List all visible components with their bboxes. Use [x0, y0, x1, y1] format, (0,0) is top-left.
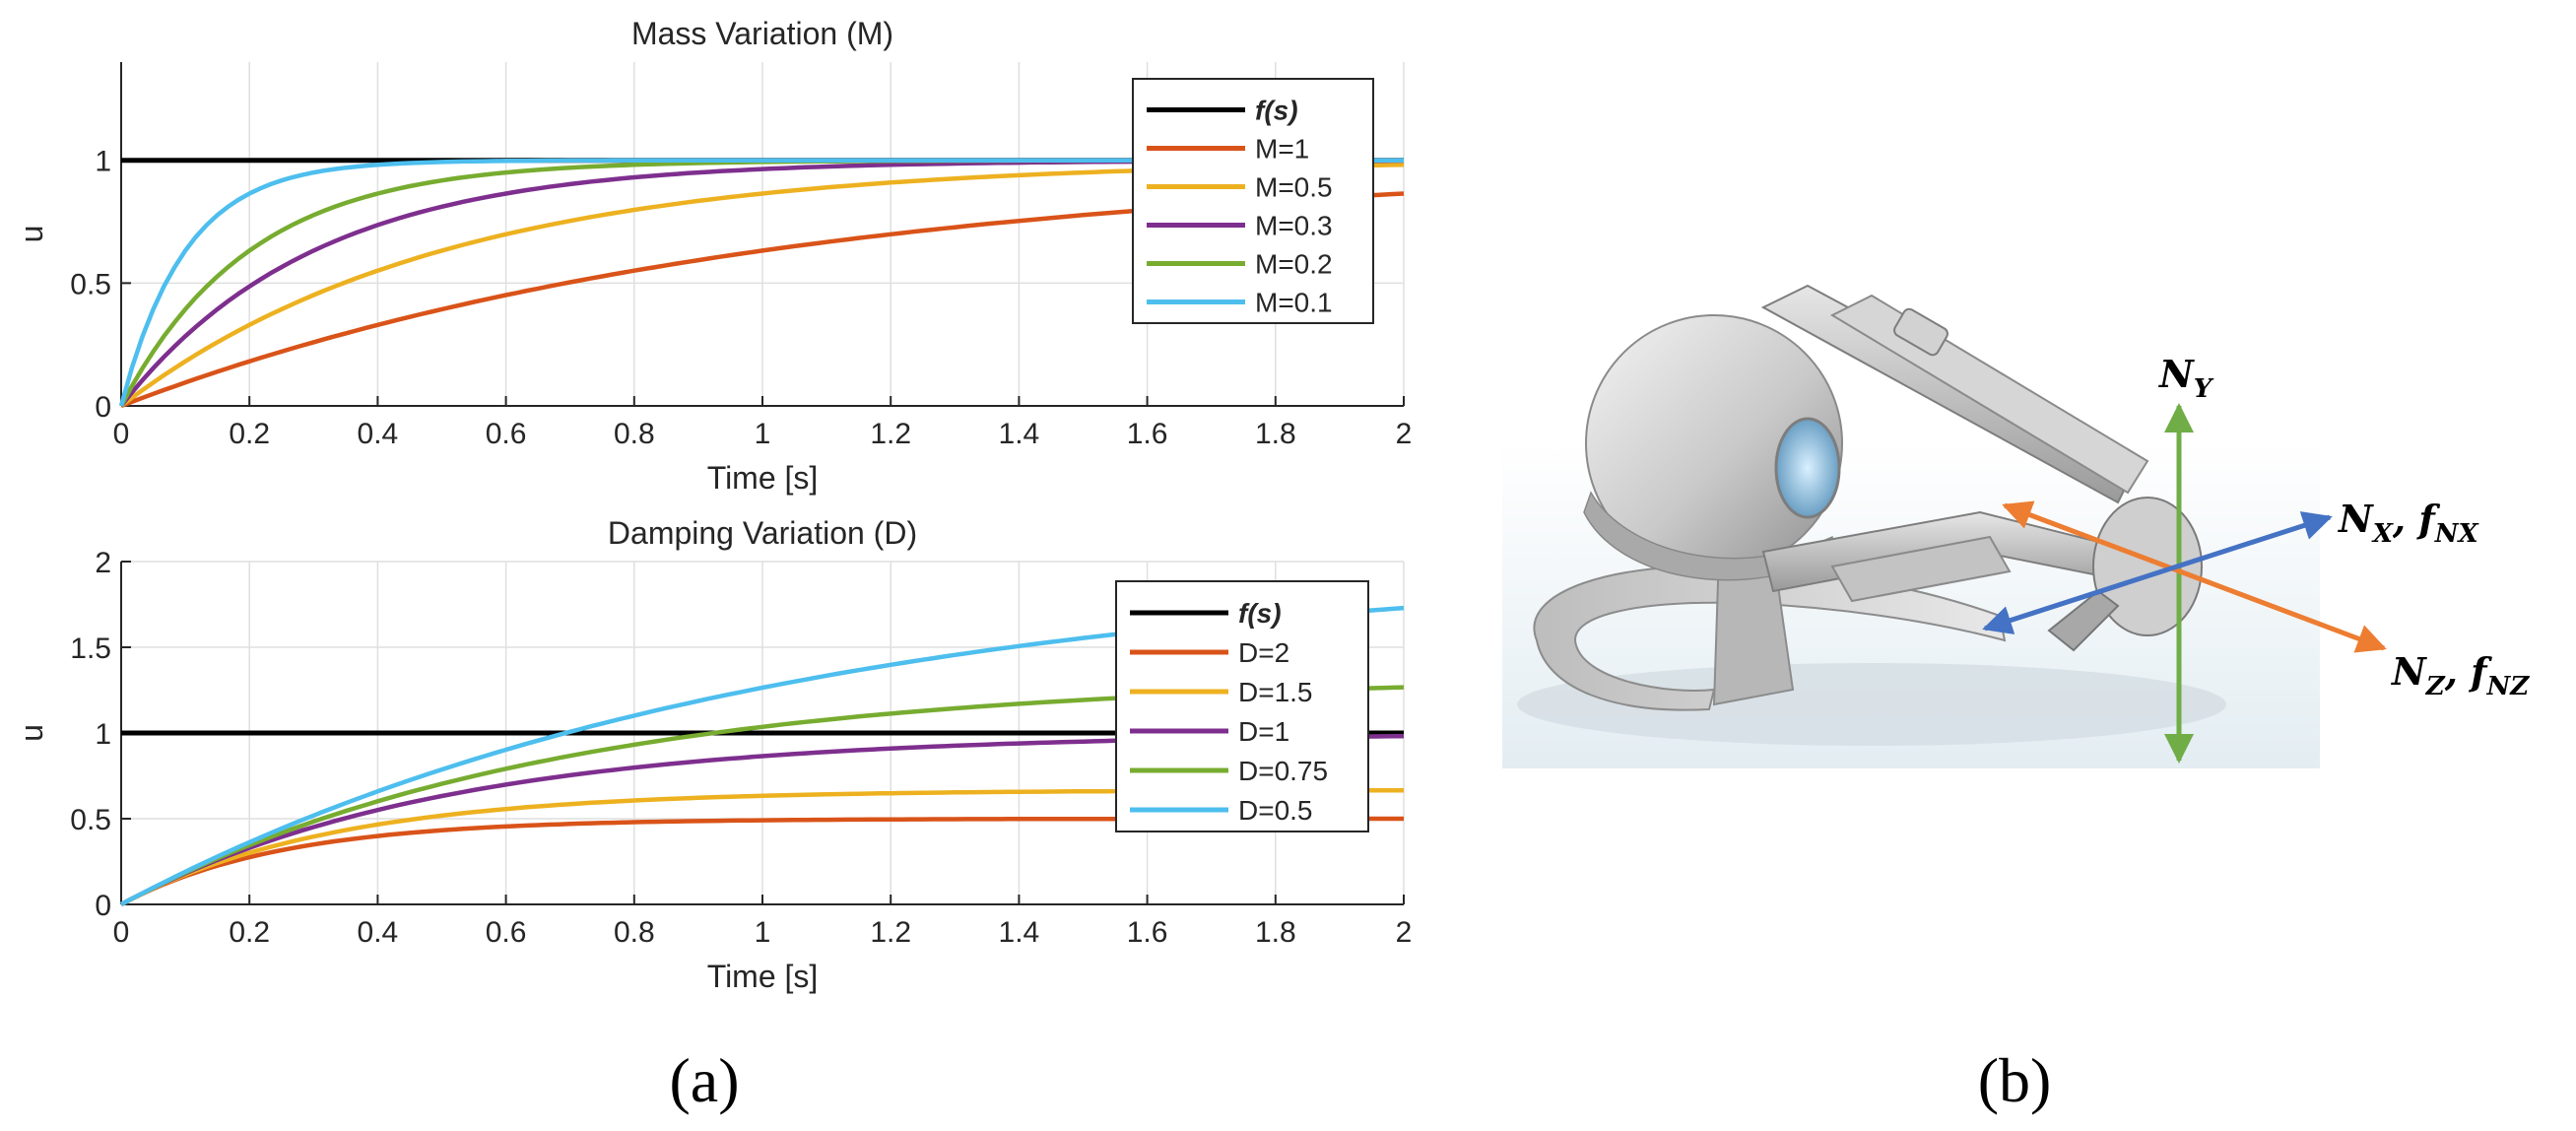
device-joint-top	[1893, 307, 1949, 357]
x-tick-label: 0.6	[486, 916, 527, 949]
x-axis-label: Time [s]	[707, 959, 819, 994]
x-tick-label: 2	[1396, 916, 1413, 949]
x-tick-label: 0.4	[358, 916, 399, 949]
panel-a-label: (a)	[669, 1045, 739, 1115]
device-screen	[1774, 417, 1841, 519]
x-tick-label: 0.8	[614, 418, 655, 450]
legend-entry: M=0.1	[1255, 288, 1333, 318]
legend-entry: M=1	[1255, 134, 1309, 165]
mass-variation-chart: 0 0.2 0.4 0.6 0.8 1 1.2 1.4 1.6 1.8 2 0 0.5 1 Mass Var…	[14, 16, 1412, 496]
legend-entry: D=2	[1238, 637, 1289, 668]
x-tick-label: 0.2	[229, 916, 270, 949]
legend-entry: D=1	[1238, 716, 1289, 747]
y-axis-label: u	[14, 724, 49, 742]
x-tick-label: 1.4	[999, 418, 1040, 450]
x-tick-label: 1.2	[870, 916, 911, 949]
y-axis-label: u	[14, 226, 49, 243]
x-axis-label: Time [s]	[707, 460, 819, 496]
x-tick-label: 1.6	[1127, 418, 1168, 450]
x-tick-label: 1.8	[1255, 418, 1296, 450]
y-tick-label: 1	[95, 146, 111, 178]
panel-b-label: (b)	[1978, 1045, 2052, 1115]
x-tick-label: 0.6	[486, 418, 527, 450]
legend-entry: M=0.5	[1255, 172, 1333, 203]
y-tick-label: 0.5	[70, 268, 111, 300]
haptic-device-illustration: NY NX, fNX NZ, fNZ	[1502, 284, 2530, 768]
legend-entry: D=0.75	[1238, 756, 1328, 786]
legend-box	[1132, 78, 1374, 324]
x-tick-label: 1.4	[999, 916, 1040, 949]
y-tick-label: 1.5	[70, 632, 111, 665]
legend-entry: D=1.5	[1238, 677, 1313, 707]
x-tick-label: 1	[755, 418, 771, 450]
y-tick-label: 0.5	[70, 804, 111, 836]
x-tick-label: 1.8	[1255, 916, 1296, 949]
x-tick-label: 1.2	[870, 418, 911, 450]
x-tick-label: 0.4	[358, 418, 399, 450]
x-tick-label: 0	[113, 418, 130, 450]
x-tick-label: 0	[113, 916, 130, 949]
legend-entry: M=0.2	[1255, 249, 1333, 280]
axis-label-x: NX, fNX	[2338, 497, 2480, 549]
device-upper-link-2	[1829, 294, 2149, 495]
x-tick-label: 1.6	[1127, 916, 1168, 949]
y-tick-label: 2	[95, 547, 111, 579]
chart-title: Mass Variation (M)	[631, 16, 893, 51]
legend-box	[1115, 580, 1369, 832]
x-tick-label: 2	[1396, 418, 1413, 450]
legend-entry: M=0.3	[1255, 211, 1333, 241]
y-tick-label: 0	[95, 890, 111, 922]
x-tick-label: 1	[755, 916, 771, 949]
axis-label-z: NZ, fNZ	[2391, 649, 2530, 701]
axis-arrow-x	[1982, 511, 2333, 634]
damping-variation-chart: 0 0.2 0.4 0.6 0.8 1 1.2 1.4 1.6 1.8 2 0 0.5 1 1.5 2 Damp…	[14, 515, 1412, 994]
x-tick-label: 0.8	[614, 916, 655, 949]
legend-entry: f(s)	[1238, 598, 1282, 629]
device-shadow	[1517, 663, 2226, 746]
x-tick-label: 0.2	[229, 418, 270, 450]
y-tick-label: 0	[95, 391, 111, 424]
legend-entry: D=0.5	[1238, 795, 1313, 826]
axis-label-y: NY	[2158, 352, 2214, 404]
chart-title: Damping Variation (D)	[608, 515, 917, 551]
y-tick-label: 1	[95, 718, 111, 751]
legend-entry: f(s)	[1255, 96, 1298, 126]
